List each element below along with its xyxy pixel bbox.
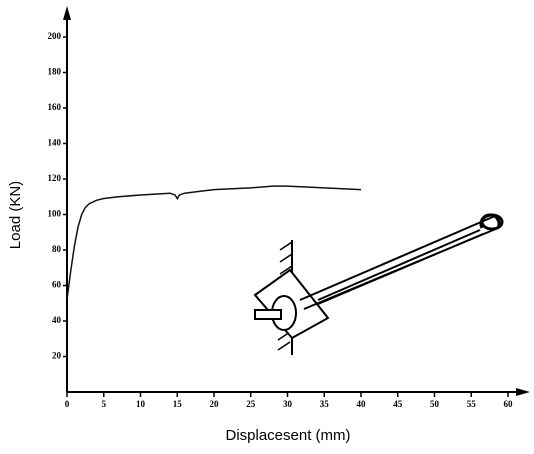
- data-line: [66, 185, 362, 300]
- x-tick-label: 60: [504, 399, 514, 409]
- y-tick-label: 80: [52, 244, 62, 254]
- x-tick-label: 55: [467, 399, 477, 409]
- y-tick-label: 200: [48, 31, 62, 41]
- y-tick-label: 100: [48, 209, 62, 219]
- x-tick-label: 0: [65, 399, 70, 409]
- y-tick-label: 20: [52, 351, 62, 361]
- y-tick-label: 60: [52, 280, 62, 290]
- x-tick-label: 40: [357, 399, 367, 409]
- x-arrow: [516, 388, 530, 396]
- y-tick-label: 180: [48, 67, 62, 77]
- y-tick-label: 140: [48, 138, 62, 148]
- y-tick-label: 120: [48, 173, 62, 183]
- x-tick-label: 25: [246, 399, 256, 409]
- x-tick-label: 10: [136, 399, 146, 409]
- x-tick-label: 15: [173, 399, 183, 409]
- x-tick-label: 50: [430, 399, 440, 409]
- y-tick-label: 160: [48, 102, 62, 112]
- y-tick-label: 40: [52, 315, 62, 325]
- axes: [66, 14, 522, 393]
- x-tick-label: 35: [320, 399, 330, 409]
- specimen-sketch: [253, 213, 504, 355]
- x-tick-label: 5: [102, 399, 107, 409]
- x-tick-label: 20: [210, 399, 220, 409]
- x-tick-label: 30: [283, 399, 293, 409]
- x-axis-title: Displacesent (mm): [225, 427, 350, 444]
- y-arrow: [63, 6, 71, 20]
- x-tick-label: 45: [393, 399, 403, 409]
- y-axis-title: Load (KN): [7, 181, 24, 249]
